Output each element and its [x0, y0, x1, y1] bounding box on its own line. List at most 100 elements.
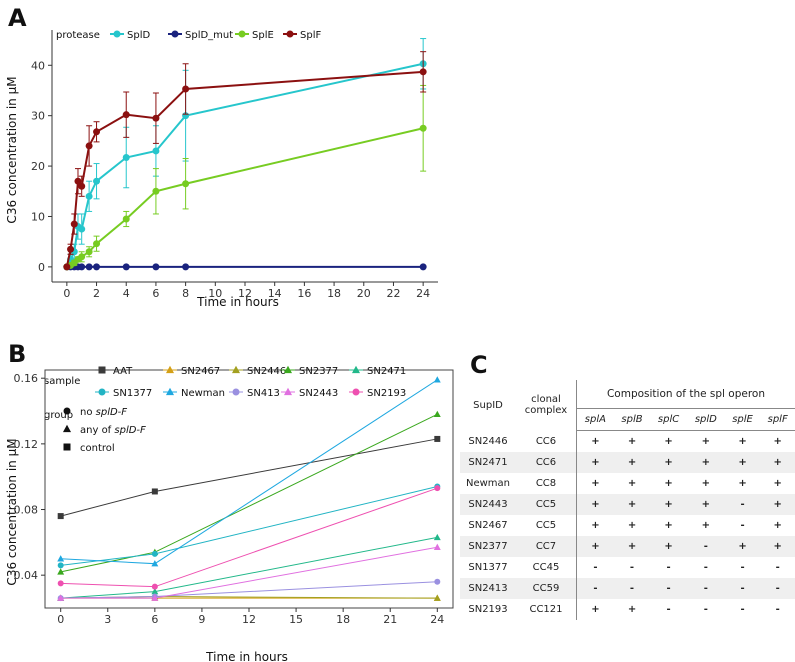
- chart-a-x-tick-label: 12: [238, 287, 252, 300]
- chart-b-y-tick-label: 0.16: [14, 372, 39, 385]
- row-gene-cell: -: [666, 583, 671, 594]
- gene-header-row: splA splB splC splD splE splF: [460, 408, 795, 431]
- chart-b-point: [151, 550, 158, 557]
- chart-a-x-tick-label: 2: [93, 287, 100, 300]
- row-supid: SN2377: [468, 541, 508, 552]
- chart-b-series-SN1377: [57, 483, 441, 569]
- chart-a-x-tick-label: 24: [416, 287, 430, 300]
- chart-a-y-tick-label: 0: [38, 261, 45, 274]
- chart-b-series-SN2471: [57, 533, 441, 601]
- row-gene-cell: -: [740, 583, 745, 594]
- row-gene-cell: +: [591, 457, 600, 468]
- chart-b-legend-label-SN413: SN413: [247, 388, 280, 399]
- row-gene-cell: -: [629, 562, 635, 573]
- chart-b-x-tick-label: 15: [289, 613, 303, 626]
- row-gene-cell: +: [738, 478, 747, 489]
- chart-b-plot-frame: [44, 369, 454, 609]
- chart-b-line-SN2443: [60, 546, 438, 599]
- chart-b-y-axis-title: C36 concentration in μM: [5, 438, 19, 585]
- chart-b-legend-marker-SN2443: [283, 387, 293, 396]
- header-clonal-line2: complex: [524, 405, 568, 417]
- chart-a-x-tick-label: 14: [268, 287, 282, 300]
- chart-a-point: [78, 182, 86, 190]
- chart-a-point: [70, 220, 78, 228]
- table-row: SN2377 CC7 + + + - + +: [460, 536, 795, 557]
- row-supid: Newman: [465, 478, 511, 489]
- chart-b-legend-marker-SN2446: [231, 365, 241, 374]
- chart-b-group-label-plain: no: [80, 407, 96, 418]
- row-gene-cell: +: [627, 478, 637, 489]
- chart-a-point: [93, 177, 101, 185]
- gene-header-splA: splA: [576, 408, 614, 431]
- chart-a-x-tick-label: 20: [357, 287, 371, 300]
- row-gene-cell: +: [773, 520, 782, 531]
- row-clonal-complex: CC5: [516, 515, 577, 536]
- chart-a-legend-label-SplD: SplD: [127, 30, 150, 41]
- chart-a-legend-label-SplD_mut: SplD_mut: [185, 30, 233, 41]
- chart-a-series-SplF: [63, 51, 427, 271]
- chart-b-group-label-plain: control: [80, 443, 115, 454]
- chart-a-point: [419, 68, 427, 76]
- chart-b-legend-marker-SN2467: [165, 365, 175, 374]
- gene-header-splF: splF: [760, 408, 795, 431]
- chart-a-x-tick-label: 16: [297, 287, 311, 300]
- chart-a-point: [182, 263, 190, 271]
- row-gene-cell: +: [664, 478, 673, 489]
- row-gene-cell: -: [703, 604, 708, 615]
- chart-a-x-tick-label: 6: [152, 287, 159, 300]
- chart-a-point: [419, 124, 427, 132]
- chart-b-point: [151, 560, 159, 567]
- chart-b-x-tick-label: 24: [430, 613, 444, 626]
- row-gene-cell: +: [773, 436, 782, 447]
- row-supid: SN2193: [468, 604, 508, 615]
- row-gene-cell: +: [591, 499, 600, 510]
- chart-b-group-label-circle: no splD-F: [80, 407, 127, 418]
- chart-b-point: [57, 568, 65, 575]
- chart-b-point: [57, 562, 64, 569]
- panel-b-label: B: [8, 340, 26, 368]
- chart-a-point: [152, 114, 160, 122]
- row-gene-cell: -: [740, 520, 745, 531]
- chart-b-point: [151, 583, 158, 590]
- table-body: SN2446 CC6 + + + + + + SN2471 CC6 + + + + + + Newman CC8 +…: [460, 430, 795, 620]
- row-gene-cell: +: [738, 457, 747, 468]
- chart-b-line-SN413: [60, 581, 438, 599]
- row-clonal-complex: CC121: [516, 599, 577, 620]
- row-gene-cell: +: [773, 541, 782, 552]
- chart-b-x-axis-title: Time in hours: [205, 650, 288, 662]
- chart-b: C36 concentration in μM Time in hours sa…: [5, 365, 454, 662]
- chart-b-x-tick-label: 6: [151, 613, 158, 626]
- chart-b-point: [434, 578, 441, 585]
- chart-a-legend-marker-SplD: [113, 30, 121, 38]
- table-row: SN2413 CC59 - - - - - -: [460, 578, 795, 599]
- row-clonal-complex: CC7: [516, 536, 577, 557]
- chart-b-series-SN2443: [57, 543, 441, 601]
- chart-b-series-Newman: [57, 376, 441, 567]
- row-gene-cell: +: [627, 436, 637, 447]
- chart-b-group-label-italic: splD-F: [96, 407, 128, 418]
- row-gene-cell: -: [775, 604, 780, 615]
- row-supid: SN1377: [468, 562, 508, 573]
- table-row: SN2443 CC5 + + + + - +: [460, 494, 795, 515]
- chart-b-legend-label-SN2446: SN2446: [247, 366, 286, 377]
- row-gene-cell: -: [629, 583, 635, 594]
- chart-a-point: [74, 177, 82, 185]
- chart-a-line-SplD: [65, 62, 424, 268]
- chart-a-point: [122, 263, 130, 271]
- chart-b-legend-marker-SN413: [232, 388, 240, 396]
- chart-a-legend-marker-SplE: [238, 30, 246, 38]
- row-gene-cell: +: [591, 604, 600, 615]
- chart-b-line-SN2471: [60, 536, 438, 599]
- row-gene-cell: -: [775, 583, 780, 594]
- row-gene-cell: +: [627, 520, 637, 531]
- chart-b-point: [434, 435, 441, 442]
- chart-b-legend-marker-SN2193: [352, 388, 360, 396]
- panel-c-label: C: [470, 351, 488, 379]
- chart-b-y-tick-label: 0.12: [14, 438, 39, 451]
- chart-b-legend-sample-title: sample: [44, 376, 80, 387]
- chart-a-y-tick-label: 30: [31, 110, 45, 123]
- chart-a-legend-title: protease: [56, 30, 100, 41]
- panel-a-label: A: [8, 4, 27, 32]
- header-clonal-complex: clonal complex: [516, 380, 577, 431]
- gene-header-splE: splE: [724, 408, 761, 431]
